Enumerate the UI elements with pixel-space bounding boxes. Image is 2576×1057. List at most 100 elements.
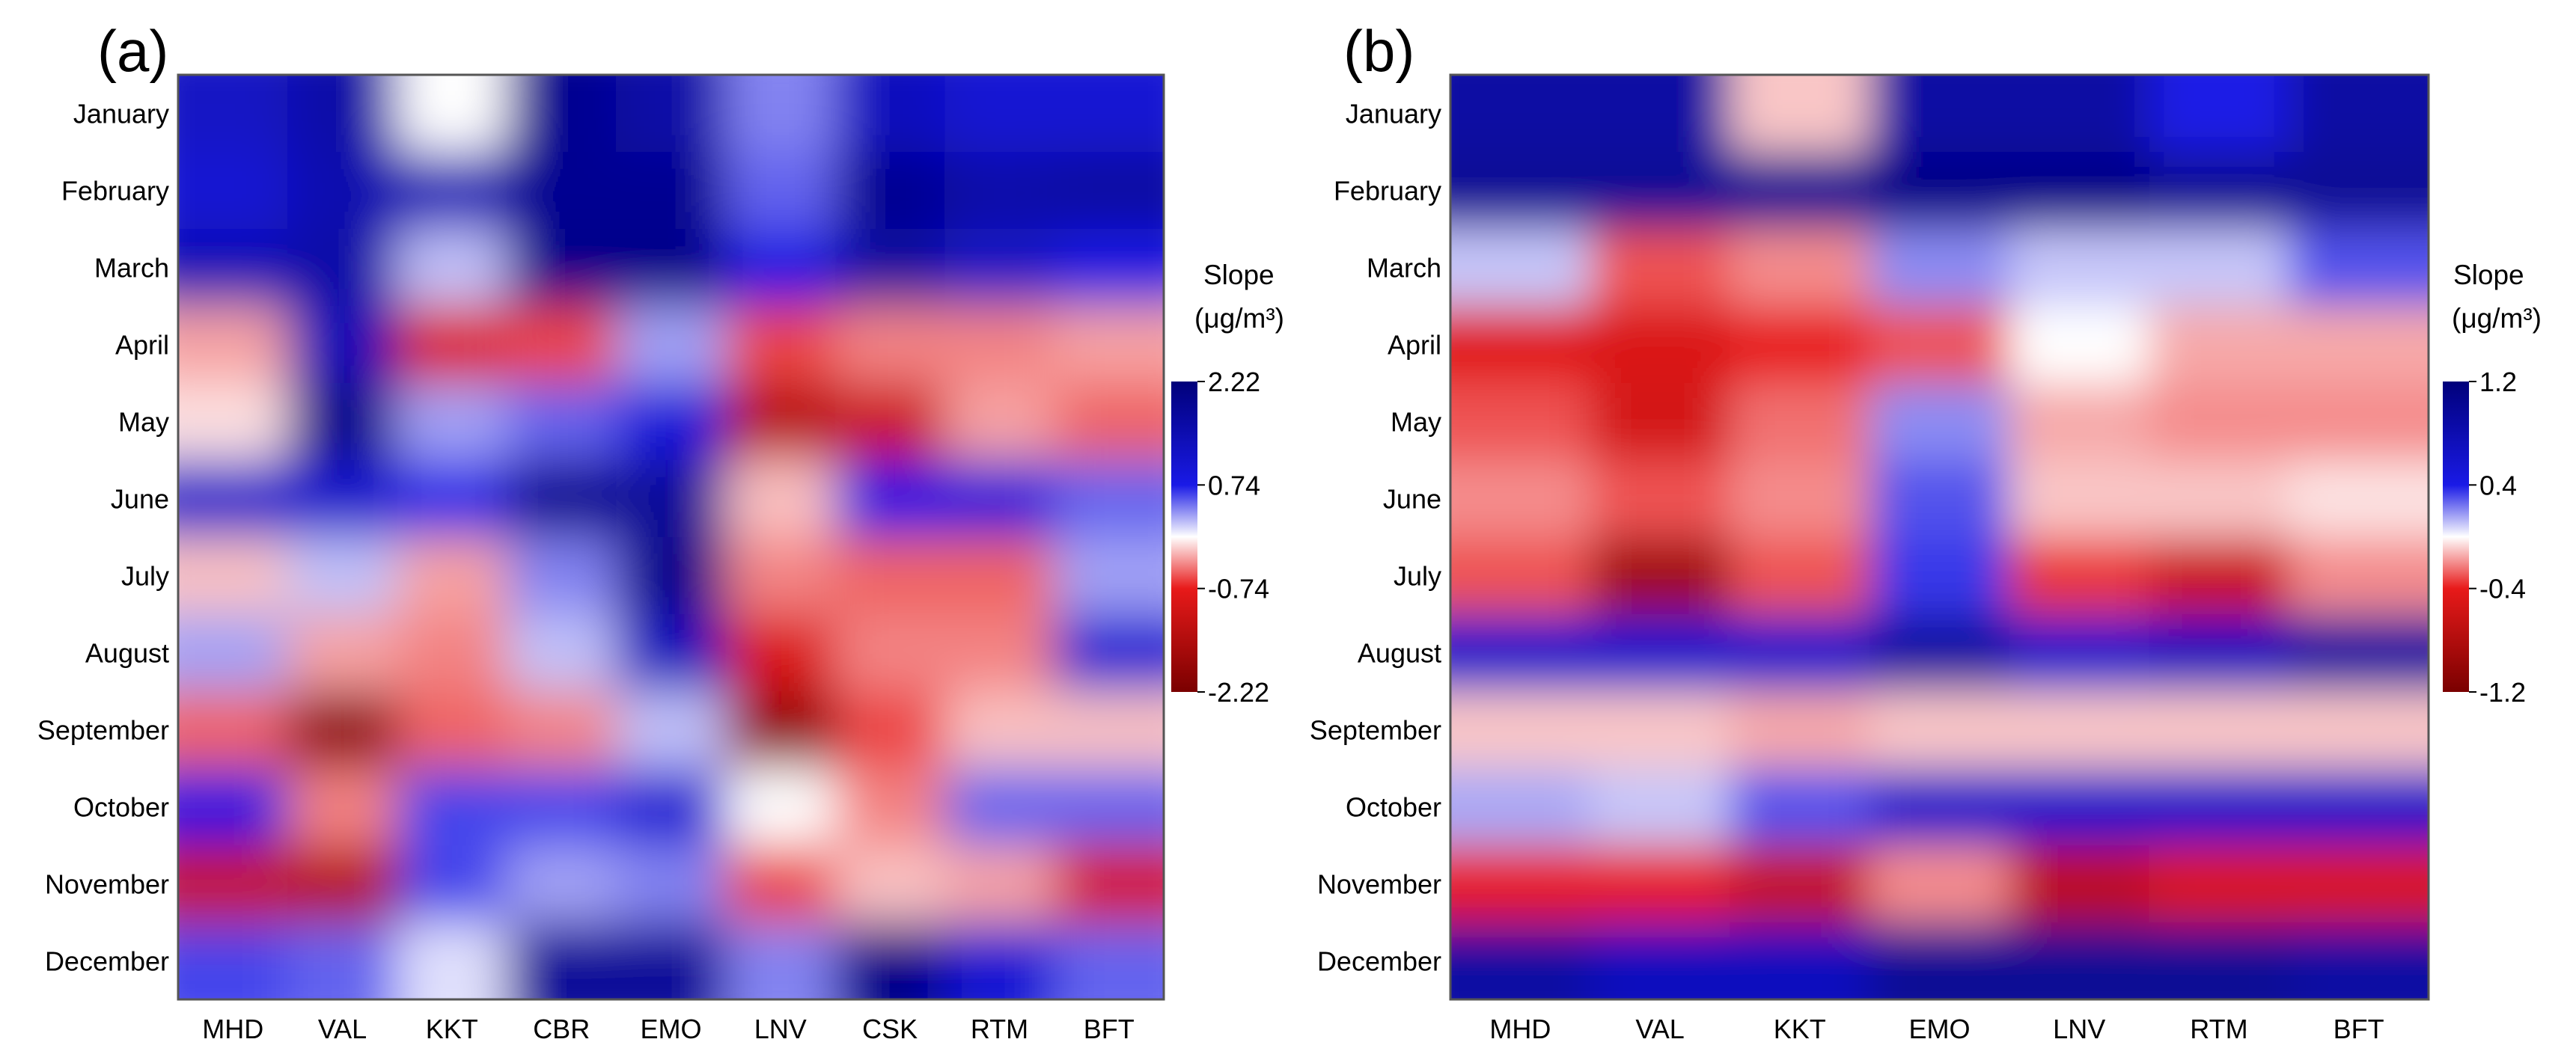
heatmap-cell: [835, 845, 946, 923]
heatmap-cell: [2289, 845, 2429, 923]
x-tick-label: EMO: [640, 1014, 701, 1044]
heatmap-cell: [287, 229, 398, 307]
y-tick-label: August: [1358, 638, 1441, 669]
colorbar-unit-a: (μg/m³): [1194, 303, 1284, 334]
heatmap-cell: [2149, 922, 2290, 999]
heatmap-cell: [397, 922, 507, 999]
heatmap-clip-b: [1450, 75, 2429, 999]
y-tick-label: July: [121, 561, 169, 592]
heatmap-cell: [616, 460, 727, 538]
colorbar-tick-label: 0.74: [1208, 470, 1260, 500]
heatmap-cell: [616, 537, 727, 615]
colorbar-ticks-b: 1.2 0.4 -0.4 -1.2: [2469, 367, 2526, 708]
heatmap-cell: [178, 922, 289, 999]
heatmap-cell: [507, 229, 617, 307]
heatmap-cell: [1870, 460, 2010, 538]
y-tick-label: January: [1346, 99, 1441, 129]
heatmap-cell: [2149, 845, 2290, 923]
heatmap-cell: [616, 75, 727, 153]
heatmap-cell: [616, 152, 727, 230]
heatmap-cell: [2009, 152, 2150, 230]
heatmap-cell: [507, 383, 617, 461]
y-tick-label: April: [115, 330, 169, 361]
heatmap-cell: [944, 152, 1055, 230]
heatmap-cell: [944, 691, 1055, 769]
heatmap-cell: [1870, 537, 2010, 615]
y-tick-label: March: [1367, 253, 1441, 284]
heatmap-cell: [725, 383, 836, 461]
heatmap-cell: [397, 152, 507, 230]
heatmap-cell: [2009, 383, 2150, 461]
heatmap-cell: [944, 306, 1055, 384]
heatmap-cell: [2289, 383, 2429, 461]
heatmap-cell: [178, 229, 289, 307]
heatmap-cell: [944, 75, 1055, 153]
x-tick-label: LNV: [2053, 1014, 2105, 1044]
heatmap-cell: [2009, 922, 2150, 999]
heatmap-cell: [2289, 614, 2429, 692]
heatmap-cell: [1450, 537, 1591, 615]
heatmap-cell: [1730, 383, 1871, 461]
heatmap-cell: [835, 537, 946, 615]
heatmap-cell: [1730, 75, 1871, 153]
panel-label-a: (a): [97, 18, 168, 84]
y-tick-label: July: [1394, 561, 1441, 592]
heatmap-cell: [1054, 75, 1164, 153]
heatmap-cell: [287, 460, 398, 538]
heatmap-cell: [725, 229, 836, 307]
heatmap-cell: [1590, 460, 1731, 538]
heatmap-cell: [2289, 922, 2429, 999]
heatmap-cell: [507, 537, 617, 615]
heatmap-cell: [944, 845, 1055, 923]
heatmap-cell: [835, 229, 946, 307]
heatmap-cell: [178, 75, 289, 153]
heatmap-cell: [725, 75, 836, 153]
colorbar-title-b: Slope: [2453, 260, 2524, 290]
x-tick-label: MHD: [202, 1014, 263, 1044]
heatmap-cell: [1730, 691, 1871, 769]
heatmap-cell: [1870, 75, 2010, 153]
heatmap-cell: [397, 75, 507, 153]
heatmap-cell: [1870, 845, 2010, 923]
heatmap-cell: [178, 152, 289, 230]
heatmap-cell: [725, 691, 836, 769]
heatmap-cell: [1730, 537, 1871, 615]
heatmap-cell: [1054, 460, 1164, 538]
heatmap-cells-a: [178, 75, 1164, 999]
heatmap-cell: [1054, 768, 1164, 846]
panel-label-b: (b): [1343, 18, 1414, 84]
heatmap-cell: [2149, 691, 2290, 769]
heatmap-cell: [397, 845, 507, 923]
x-tick-label: LNV: [754, 1014, 807, 1044]
heatmap-cell: [2009, 229, 2150, 307]
colorbar-tick-label: 0.4: [2479, 470, 2517, 500]
heatmap-cell: [2289, 691, 2429, 769]
heatmap-cell: [287, 537, 398, 615]
heatmap-cell: [835, 691, 946, 769]
y-tick-label: May: [118, 407, 169, 438]
heatmap-cell: [725, 152, 836, 230]
heatmap-cell: [725, 460, 836, 538]
heatmap-cell: [2289, 537, 2429, 615]
colorbar-tick-label: 1.2: [2479, 367, 2517, 397]
heatmap-cell: [944, 768, 1055, 846]
heatmap-cell: [287, 152, 398, 230]
heatmap-cell: [1730, 460, 1871, 538]
heatmap-cell: [1450, 75, 1591, 153]
heatmap-cell: [2289, 229, 2429, 307]
y-tick-label: March: [94, 253, 169, 284]
colorbar-ticks-a: 2.22 0.74 -0.74 -2.22: [1197, 367, 1269, 708]
heatmap-cell: [1870, 922, 2010, 999]
heatmap-cell: [2289, 768, 2429, 846]
heatmap-cell: [507, 460, 617, 538]
heatmap-cell: [287, 306, 398, 384]
heatmap-cell: [287, 383, 398, 461]
heatmap-cell: [1450, 460, 1591, 538]
colorbar-gradient-b: [2443, 382, 2469, 692]
heatmap-cell: [616, 768, 727, 846]
y-tick-label: November: [1317, 869, 1441, 900]
colorbar-title-a: Slope: [1203, 260, 1275, 290]
heatmap-cell: [507, 75, 617, 153]
heatmap-cell: [287, 614, 398, 692]
